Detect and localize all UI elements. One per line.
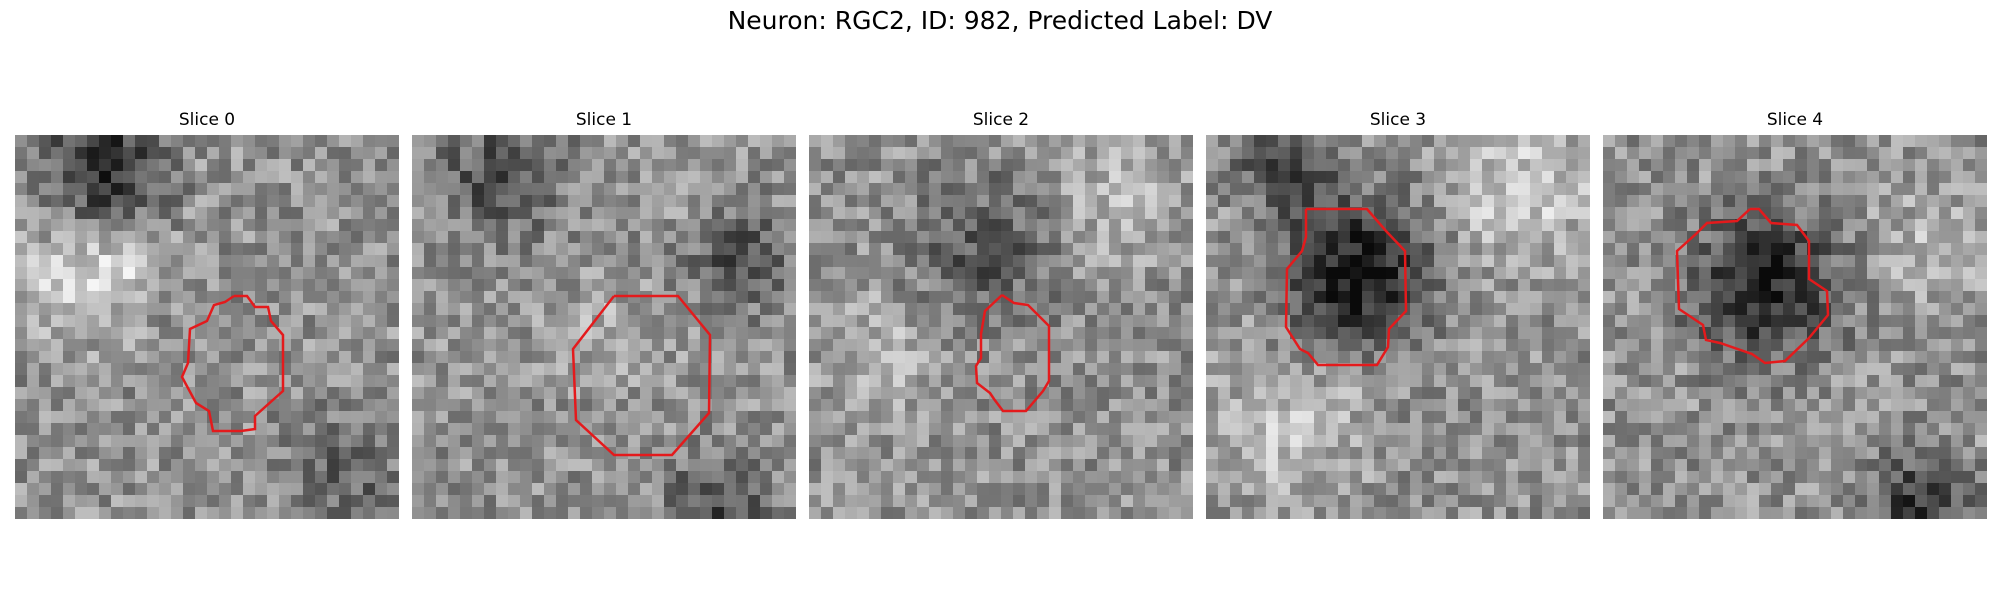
slice-grayscale-image [809,135,1193,519]
slice-image-1 [412,135,796,519]
slice-panel-3: Slice 3 [1206,108,1590,519]
slice-image-0 [15,135,399,519]
slice-title: Slice 3 [1369,110,1427,130]
slice-image-4 [1603,135,1987,519]
slice-grayscale-image [15,135,399,519]
cell-contour [1284,207,1408,367]
slice-panel-0: Slice 0 [15,108,399,519]
cell-contour [1675,207,1830,365]
slice-grayscale-image [1603,135,1987,519]
cell-contour [974,293,1051,413]
slice-title: Slice 4 [1766,110,1824,130]
cell-contour [571,294,712,457]
slice-image-2 [809,135,1193,519]
slice-image-3 [1206,135,1590,519]
slice-grayscale-image [1206,135,1590,519]
figure-title: Neuron: RGC2, ID: 982, Predicted Label: … [727,6,1273,35]
slice-panel-1: Slice 1 [412,108,796,519]
cell-contour [180,294,285,433]
slice-title: Slice 2 [972,110,1030,130]
slice-grayscale-image [412,135,796,519]
slice-panel-4: Slice 4 [1603,108,1987,519]
slice-panel-2: Slice 2 [809,108,1193,519]
slice-title: Slice 1 [575,110,633,130]
slice-title: Slice 0 [178,110,236,130]
